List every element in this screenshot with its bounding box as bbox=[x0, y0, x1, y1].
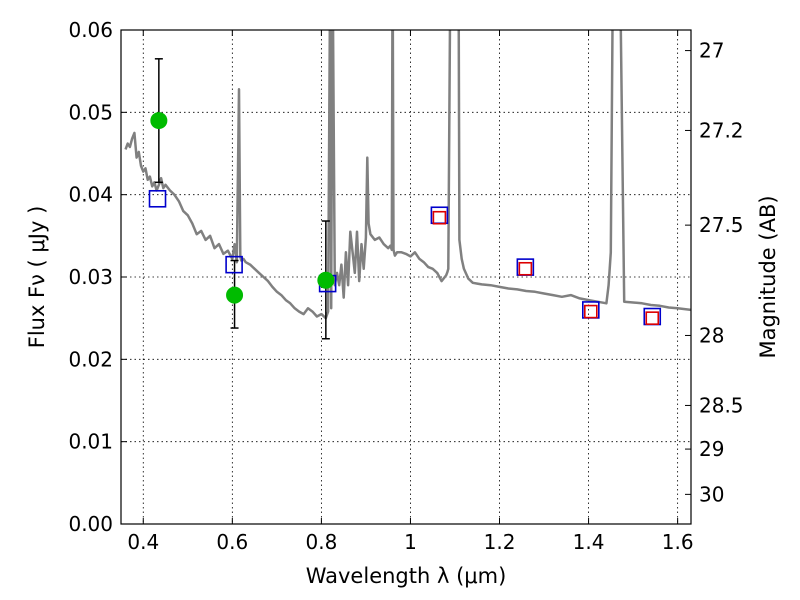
x-tick-label: 1.4 bbox=[573, 530, 605, 554]
y2-tick-label: 27 bbox=[699, 39, 724, 63]
y-tick-label: 0.02 bbox=[68, 347, 113, 371]
x-tick-label: 1.6 bbox=[662, 530, 694, 554]
y-tick-label: 0.03 bbox=[68, 265, 113, 289]
y2-tick-label: 27.2 bbox=[699, 118, 744, 142]
axis-ticks: 0.4 0.6 0.8 1 1.2 1.4 1.6 0.00 0.01 0.02 0.03 0.04 0… bbox=[68, 18, 743, 554]
y-tick-label: 0.00 bbox=[68, 512, 113, 536]
data-point bbox=[317, 271, 335, 289]
open-square-marker bbox=[148, 189, 167, 208]
y-tick-label: 0.01 bbox=[68, 430, 113, 454]
open-square-marker bbox=[432, 210, 447, 225]
open-square-marker bbox=[584, 304, 598, 319]
y-tick-label: 0.06 bbox=[68, 18, 113, 42]
y-tick-label: 0.04 bbox=[68, 183, 113, 207]
open-square-marker bbox=[645, 311, 660, 325]
x-tick-label: 0.6 bbox=[216, 530, 248, 554]
x-axis-title: Wavelength λ (μm) bbox=[306, 564, 507, 588]
data-point bbox=[226, 286, 244, 304]
x-tick-label: 0.8 bbox=[305, 530, 337, 554]
x-tick-label: 0.4 bbox=[127, 530, 159, 554]
y-tick-label: 0.05 bbox=[68, 100, 113, 124]
y2-tick-label: 28 bbox=[699, 323, 724, 347]
y2-tick-label: 27.5 bbox=[699, 213, 744, 237]
plot-area bbox=[124, 30, 691, 320]
y2-axis-title: Magnitude (AB) bbox=[756, 195, 780, 358]
y2-tick-label: 29 bbox=[699, 437, 724, 461]
open-square-marker bbox=[225, 255, 243, 274]
x-tick-label: 1 bbox=[404, 530, 417, 554]
open-square-marker bbox=[518, 261, 533, 276]
model-sed-line bbox=[124, 30, 691, 320]
y-axis-title: Flux Fν ( μJy ) bbox=[25, 206, 49, 349]
data-point bbox=[150, 112, 168, 130]
y2-tick-label: 30 bbox=[699, 482, 724, 506]
x-tick-label: 1.2 bbox=[484, 530, 516, 554]
y2-tick-label: 28.5 bbox=[699, 393, 744, 417]
